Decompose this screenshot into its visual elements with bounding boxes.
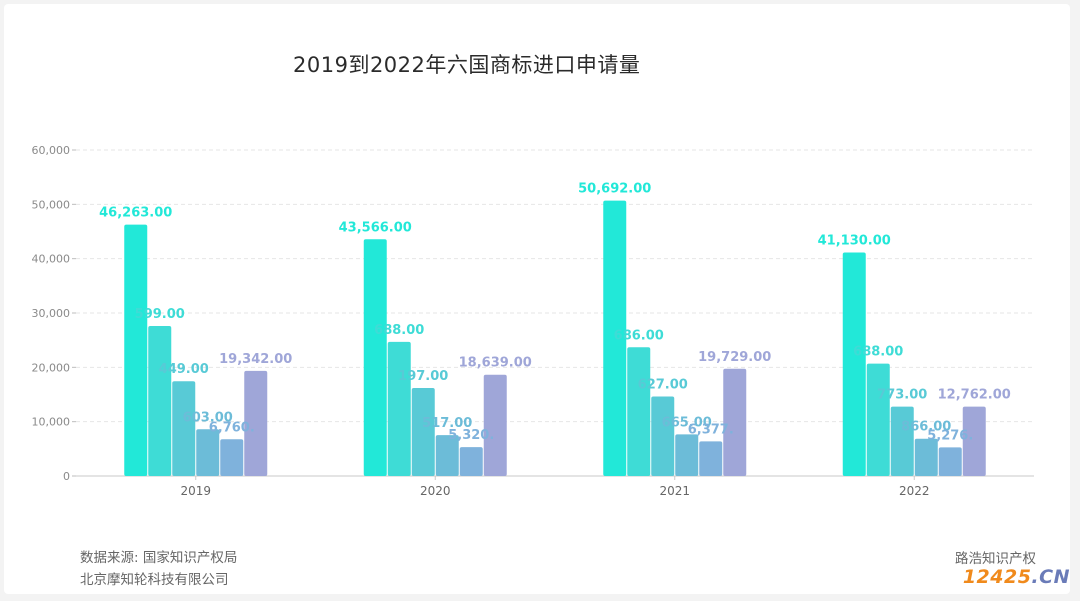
data-label: 603.00 <box>183 410 233 425</box>
bar <box>938 447 962 476</box>
y-tick-label: 50,000 <box>32 198 71 211</box>
bar <box>148 326 172 476</box>
data-label: 599.00 <box>135 307 185 322</box>
data-label: 43,566.00 <box>339 220 412 235</box>
bar <box>172 381 196 476</box>
bar <box>962 406 986 476</box>
data-label: 5,320. <box>448 428 494 443</box>
data-label: 6,760. <box>209 420 255 435</box>
data-label: 866.00 <box>901 420 951 435</box>
bar <box>675 434 699 476</box>
source-line-2: 北京摩知轮科技有限公司 <box>80 572 229 588</box>
y-tick-label: 30,000 <box>32 307 71 320</box>
x-tick-label: 2020 <box>420 484 451 498</box>
bar <box>363 239 387 476</box>
bar <box>411 387 435 476</box>
data-label: 46,263.00 <box>99 206 172 221</box>
bar <box>866 363 890 476</box>
bar <box>196 429 220 476</box>
data-label: 686.00 <box>614 328 664 343</box>
bar <box>651 396 675 476</box>
y-tick-label: 10,000 <box>32 416 71 429</box>
data-label: 19,729.00 <box>698 350 771 365</box>
data-label: 6,377. <box>688 422 734 437</box>
chart-card <box>4 4 1070 594</box>
bar <box>699 441 723 476</box>
bar <box>220 439 244 476</box>
bar <box>842 252 866 476</box>
data-label: 50,692.00 <box>578 182 651 197</box>
data-label: 19,342.00 <box>219 352 292 367</box>
bar <box>627 347 651 476</box>
data-label: 449.00 <box>159 362 209 377</box>
data-label: 12,762.00 <box>938 388 1011 403</box>
data-label: 665.00 <box>662 415 712 430</box>
y-tick-label: 40,000 <box>32 253 71 266</box>
bar <box>244 370 268 476</box>
bar <box>723 368 747 476</box>
watermark-part-2: .CN <box>1031 566 1070 588</box>
brand-label: 路浩知识产权 <box>955 551 1036 567</box>
chart-title: 2019到2022年六国商标进口申请量 <box>293 53 641 77</box>
bar <box>914 438 938 476</box>
data-label: 5,276. <box>927 428 973 443</box>
source-line-1: 数据来源: 国家知识产权局 <box>80 550 238 566</box>
data-label: 688.00 <box>374 323 424 338</box>
x-tick-label: 2021 <box>659 484 690 498</box>
data-label: 627.00 <box>638 378 688 393</box>
y-tick-label: 60,000 <box>32 144 71 157</box>
x-tick-label: 2022 <box>899 484 930 498</box>
data-label: 18,639.00 <box>459 356 532 371</box>
x-tick-label: 2019 <box>180 484 211 498</box>
bar <box>890 406 914 476</box>
site-watermark: 12425.CN <box>963 566 1070 588</box>
bar <box>124 224 148 476</box>
watermark-part-1: 12425 <box>962 566 1032 588</box>
bar <box>483 374 507 476</box>
bar <box>387 341 411 476</box>
bar <box>603 200 627 476</box>
data-label: 773.00 <box>877 388 927 403</box>
data-label: 688.00 <box>853 345 903 360</box>
y-tick-label: 0 <box>63 470 70 483</box>
data-label: 41,130.00 <box>818 234 891 249</box>
data-label: 197.00 <box>398 369 448 384</box>
y-tick-label: 20,000 <box>32 361 71 374</box>
data-label: 517.00 <box>422 416 472 431</box>
bar <box>435 435 459 476</box>
data-source: 数据来源: 国家知识产权局 北京摩知轮科技有限公司 <box>80 547 237 591</box>
bar <box>459 447 483 476</box>
